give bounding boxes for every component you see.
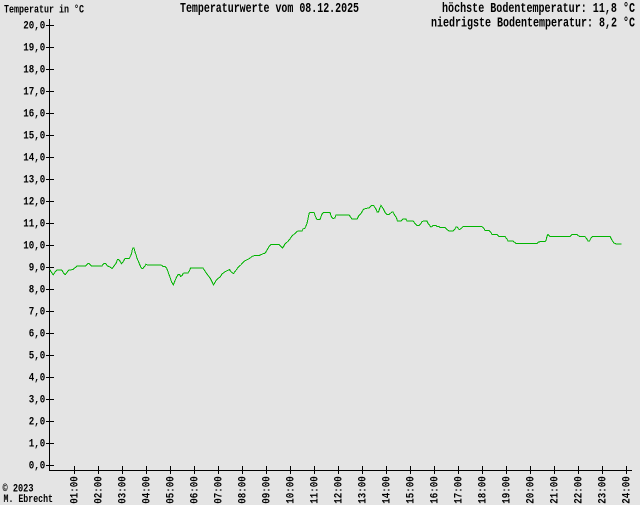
svg-text:21:00: 21:00 xyxy=(550,476,562,504)
svg-text:15:00: 15:00 xyxy=(406,476,418,504)
svg-text:19,0: 19,0 xyxy=(23,43,45,55)
svg-text:12,0: 12,0 xyxy=(23,197,45,209)
svg-text:M. Ebrecht: M. Ebrecht xyxy=(4,494,54,505)
svg-text:14:00: 14:00 xyxy=(382,476,394,504)
svg-text:07:00: 07:00 xyxy=(214,476,226,504)
svg-text:7,0: 7,0 xyxy=(29,307,46,319)
svg-text:4,0: 4,0 xyxy=(29,373,46,385)
svg-text:13,0: 13,0 xyxy=(23,175,45,187)
svg-text:6,0: 6,0 xyxy=(29,329,46,341)
svg-text:1,0: 1,0 xyxy=(29,439,46,451)
svg-text:08:00: 08:00 xyxy=(238,476,250,504)
svg-text:06:00: 06:00 xyxy=(190,476,202,504)
svg-text:24:00: 24:00 xyxy=(622,476,634,504)
svg-text:5,0: 5,0 xyxy=(29,351,46,363)
svg-text:22:00: 22:00 xyxy=(574,476,586,504)
svg-text:20:00: 20:00 xyxy=(526,476,538,504)
svg-text:19:00: 19:00 xyxy=(502,476,514,504)
svg-text:16,0: 16,0 xyxy=(23,109,45,121)
svg-text:Temperatur in °C: Temperatur in °C xyxy=(4,5,84,17)
svg-text:2,0: 2,0 xyxy=(29,417,46,429)
svg-text:9,0: 9,0 xyxy=(29,263,46,275)
svg-text:05:00: 05:00 xyxy=(166,476,178,504)
svg-text:16:00: 16:00 xyxy=(430,476,442,504)
svg-text:18:00: 18:00 xyxy=(478,476,490,504)
svg-text:10:00: 10:00 xyxy=(286,476,298,504)
svg-text:04:00: 04:00 xyxy=(142,476,154,504)
svg-text:© 2023: © 2023 xyxy=(3,483,34,495)
svg-text:03:00: 03:00 xyxy=(118,476,130,504)
svg-text:02:00: 02:00 xyxy=(94,476,106,504)
svg-text:09:00: 09:00 xyxy=(262,476,274,504)
svg-text:13:00: 13:00 xyxy=(358,476,370,504)
svg-text:23:00: 23:00 xyxy=(598,476,610,504)
svg-text:10,0: 10,0 xyxy=(23,241,45,253)
svg-text:0,0: 0,0 xyxy=(29,461,46,473)
svg-text:18,0: 18,0 xyxy=(23,65,45,77)
svg-text:15,0: 15,0 xyxy=(23,131,45,143)
svg-text:17:00: 17:00 xyxy=(454,476,466,504)
svg-text:20,0: 20,0 xyxy=(23,21,45,33)
svg-text:höchste Bodentemperatur: 11,8: höchste Bodentemperatur: 11,8 °C xyxy=(442,1,635,17)
svg-text:11:00: 11:00 xyxy=(310,476,322,504)
svg-text:8,0: 8,0 xyxy=(29,285,46,297)
svg-text:12:00: 12:00 xyxy=(334,476,346,504)
svg-text:11,0: 11,0 xyxy=(23,219,45,231)
svg-text:3,0: 3,0 xyxy=(29,395,46,407)
svg-text:niedrigste Bodentemperatur: 8,: niedrigste Bodentemperatur: 8,2 °C xyxy=(431,16,635,32)
svg-text:01:00: 01:00 xyxy=(70,476,82,504)
svg-text:Temperaturwerte vom 08.12.2025: Temperaturwerte vom 08.12.2025 xyxy=(180,1,359,17)
svg-text:17,0: 17,0 xyxy=(23,87,45,99)
svg-text:14,0: 14,0 xyxy=(23,153,45,165)
